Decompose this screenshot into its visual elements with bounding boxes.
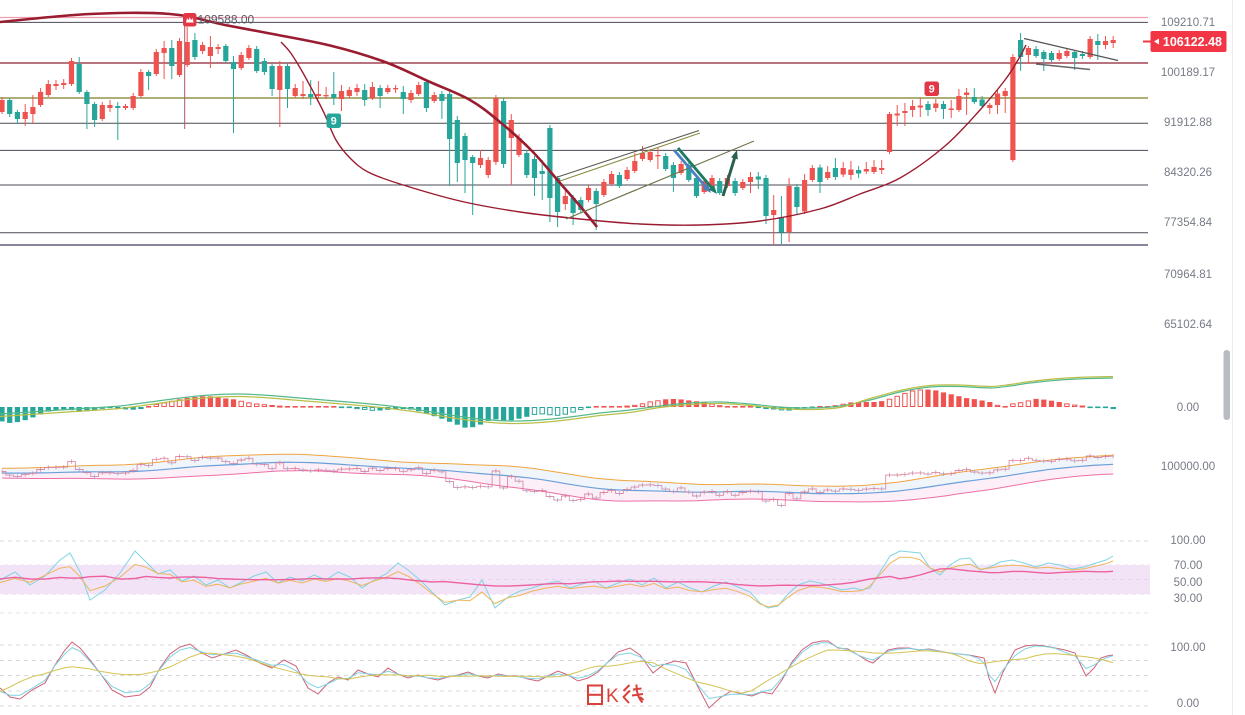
svg-text:100000.00: 100000.00 — [1161, 461, 1215, 473]
svg-text:70.00: 70.00 — [1174, 560, 1203, 572]
svg-text:9: 9 — [331, 116, 337, 128]
svg-text:K: K — [606, 686, 619, 707]
svg-text:50.00: 50.00 — [1174, 577, 1203, 589]
svg-text:30.00: 30.00 — [1174, 593, 1203, 605]
svg-text:84320.26: 84320.26 — [1164, 167, 1212, 179]
svg-text:109210.71: 109210.71 — [1161, 17, 1215, 29]
svg-text:70964.81: 70964.81 — [1164, 269, 1212, 281]
svg-text:100.00: 100.00 — [1170, 642, 1205, 654]
svg-text:77354.84: 77354.84 — [1164, 217, 1213, 229]
svg-text:0.00: 0.00 — [1177, 698, 1199, 710]
svg-text:0.00: 0.00 — [1177, 402, 1199, 414]
svg-text:65102.64: 65102.64 — [1164, 319, 1213, 331]
svg-text:100.00: 100.00 — [1170, 535, 1205, 547]
svg-text:91912.88: 91912.88 — [1164, 117, 1212, 129]
svg-text:100189.17: 100189.17 — [1161, 67, 1215, 79]
svg-text:9: 9 — [929, 84, 935, 96]
svg-text:106122.48: 106122.48 — [1163, 35, 1222, 49]
svg-text:109588.00: 109588.00 — [198, 13, 255, 27]
